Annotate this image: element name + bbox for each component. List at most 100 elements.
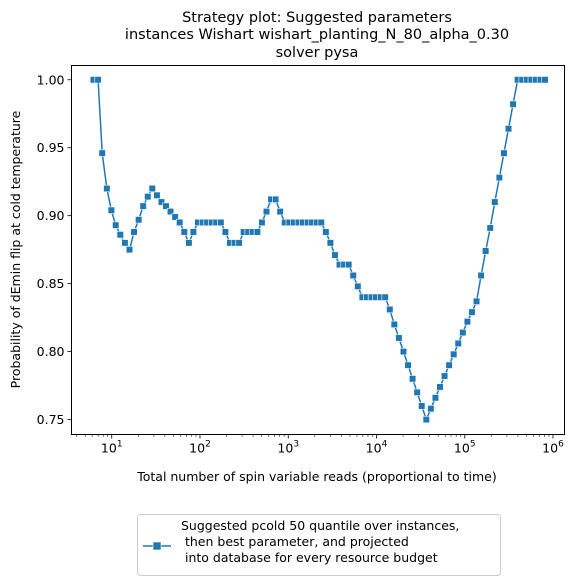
x-tick-label: 101 (101, 440, 123, 456)
x-axis-label: Total number of spin variable reads (pro… (136, 469, 497, 484)
data-point (317, 218, 325, 227)
x-tick-label: 105 (454, 440, 476, 456)
data-point (148, 184, 156, 193)
data-point (272, 195, 280, 203)
legend: Suggested pcold 50 quantile over instanc… (137, 514, 501, 576)
data-point (500, 149, 508, 157)
data-point (107, 206, 115, 214)
x-tick-exponent: 6 (558, 440, 564, 450)
legend-label: Suggested pcold 50 quantile over instanc… (181, 518, 459, 565)
data-point (162, 202, 170, 210)
x-tick-exponent: 1 (117, 440, 123, 450)
data-point (322, 228, 330, 236)
series-line (93, 79, 546, 421)
data-point (395, 334, 403, 342)
y-axis-label: Probability of dEmin flip at cold temper… (8, 110, 23, 388)
y-tick-label: 1.00 (37, 72, 65, 87)
legend-box (137, 514, 501, 576)
data-point (176, 218, 184, 227)
y-tick-label: 0.85 (37, 276, 65, 291)
chart-title-line-1: Strategy plot: Suggested parameters (182, 10, 452, 26)
data-point (331, 251, 339, 259)
data-point (258, 218, 266, 227)
data-point (422, 415, 430, 424)
data-point (326, 239, 335, 247)
legend-marker-sample (152, 541, 162, 551)
data-point (445, 361, 453, 369)
data-point (235, 239, 243, 247)
x-tick-label: 103 (277, 440, 299, 456)
data-point (221, 228, 229, 236)
data-point (431, 394, 440, 402)
data-point (185, 239, 193, 247)
y-tick-label: 0.80 (37, 344, 65, 359)
data-point (413, 388, 421, 396)
data-point (125, 246, 134, 254)
data-point (427, 405, 435, 413)
data-point (486, 224, 494, 232)
data-point (180, 228, 188, 236)
data-point (189, 228, 198, 236)
data-point (472, 297, 481, 305)
data-point (139, 202, 147, 210)
data-point (171, 213, 179, 221)
x-axis: 101 102 103 104 105 106 (76, 434, 564, 456)
data-point (468, 308, 476, 316)
data-point (454, 339, 462, 348)
x-tick-exponent: 2 (205, 440, 211, 450)
legend-label-line: into database for every resource budget (181, 550, 438, 565)
chart-title-line-3: solver pysa (276, 45, 359, 61)
x-tick-base: 10 (189, 441, 205, 456)
x-tick-exponent: 5 (470, 440, 476, 450)
data-point (345, 261, 353, 269)
x-tick-exponent: 4 (382, 440, 388, 450)
data-point (450, 350, 458, 358)
data-point (217, 218, 225, 227)
data-point (354, 282, 362, 290)
data-point (459, 328, 467, 337)
data-point (130, 228, 138, 236)
data-point (116, 231, 124, 239)
plot-area-frame (71, 65, 565, 435)
data-point (121, 239, 129, 247)
data-point (144, 193, 152, 201)
x-tick-base: 10 (277, 441, 293, 456)
data-point (157, 198, 166, 206)
data-point (463, 318, 472, 326)
x-tick-label: 106 (542, 440, 564, 456)
data-point (399, 347, 408, 356)
x-tick-label: 104 (366, 440, 388, 456)
data-point (262, 208, 271, 216)
data-point (94, 76, 102, 84)
legend-label-line: Suggested pcold 50 quantile over instanc… (181, 518, 459, 533)
data-point (253, 228, 261, 236)
data-point (491, 198, 499, 206)
data-point (112, 221, 120, 229)
data-point (404, 361, 412, 369)
data-point (276, 208, 284, 216)
y-tick-label: 0.75 (37, 412, 65, 427)
data-point (436, 383, 444, 391)
data-point (509, 100, 517, 108)
data-point (381, 293, 389, 301)
data-point (440, 372, 449, 380)
x-tick-base: 10 (542, 441, 558, 456)
data-point (541, 76, 549, 84)
data-point (504, 125, 513, 133)
data-point (349, 271, 357, 280)
data-point (408, 375, 417, 383)
data-point (482, 247, 490, 255)
y-tick-label: 0.90 (37, 208, 65, 223)
x-tick-label: 102 (189, 440, 211, 456)
data-point (166, 208, 175, 216)
x-tick-base: 10 (366, 441, 382, 456)
data-point (390, 320, 398, 329)
data-point (495, 174, 503, 182)
data-point (98, 149, 106, 157)
legend-label-line: then best parameter, and projected (181, 534, 409, 549)
data-point (153, 191, 161, 199)
data-point (135, 216, 143, 224)
series-layer (89, 76, 549, 424)
x-tick-base: 10 (454, 441, 470, 456)
